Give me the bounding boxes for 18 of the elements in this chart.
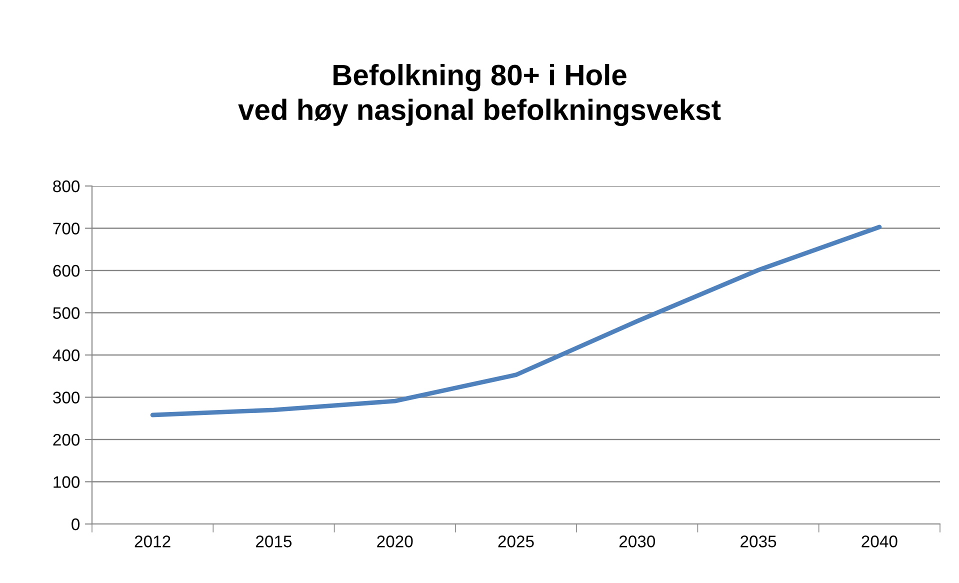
y-tick-label: 100 — [54, 476, 80, 488]
x-tick-label: 2040 — [862, 536, 898, 548]
x-tick-label: 2020 — [377, 536, 413, 548]
y-tick-label: 200 — [53, 434, 80, 446]
y-tick-label: 300 — [53, 392, 80, 404]
y-tick-label: 700 — [53, 222, 80, 234]
y-tick-label: 0 — [72, 518, 80, 530]
y-tick-label: 800 — [53, 180, 80, 192]
chart-title: Befolkning 80+ i Hole ved høy nasjonal befolkningsvekst — [238, 64, 721, 126]
x-tick-label: 2025 — [498, 536, 534, 548]
x-tick-label: 2015 — [256, 536, 292, 548]
x-tick-label: 2035 — [740, 536, 776, 548]
y-tick-label: 500 — [53, 307, 80, 319]
y-tick-label: 400 — [52, 349, 80, 362]
y-tick-label: 600 — [53, 264, 80, 277]
line-series — [150, 224, 882, 418]
x-tick-label: 2030 — [619, 536, 656, 548]
x-tick-label: 2012 — [134, 536, 170, 548]
